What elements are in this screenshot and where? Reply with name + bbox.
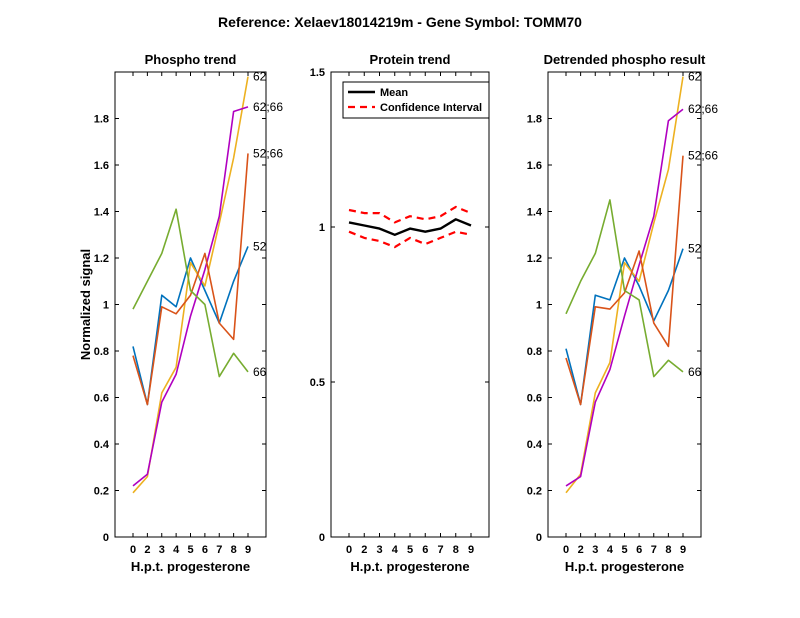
x-tick-label: 2 [361,544,367,556]
y-tick-label: 1.8 [94,114,109,126]
y-tick-label: 1.4 [94,207,110,219]
legend-box [342,81,490,119]
x-tick-label: 6 [422,544,428,556]
series-line-62-66 [132,106,249,487]
x-tick-label: 9 [245,544,251,556]
x-tick-label: 0 [130,544,136,556]
series-line-52-66 [132,153,249,406]
x-tick-label: 7 [651,544,657,556]
y-tick-label: 1.6 [94,160,109,172]
axes-box [114,71,267,538]
axes-box [330,71,490,538]
y-tick-label: 1 [319,222,325,234]
x-tick-label: 8 [453,544,459,556]
x-tick-label: 5 [407,544,413,556]
series-line-confidence-interval-upper [348,205,472,224]
x-tick-label: 3 [592,544,598,556]
series-line-confidence-interval-lower [348,230,472,249]
chart-title: Protein trend [370,52,451,67]
y-tick-label: 0.8 [527,346,542,358]
legend-label-confidence-interval: Confidence Interval [380,102,482,114]
y-tick-label: 1.5 [310,67,325,79]
series-line-62 [132,76,249,494]
series-end-label: 62 [688,70,702,84]
legend: Mean Confidence Interval [342,81,490,119]
x-tick-label: 5 [187,544,193,556]
y-tick-label: 0.6 [94,393,109,405]
y-axis-label: Normalized signal [78,249,93,360]
x-tick-label: 9 [468,544,474,556]
x-tick-label: 2 [144,544,150,556]
x-tick-label: 7 [216,544,222,556]
y-tick-label: 1 [536,300,542,312]
y-tick-label: 0.6 [527,393,542,405]
x-axis-label: H.p.t. progesterone [350,559,469,574]
series-line-62-66 [565,108,684,487]
x-tick-label: 0 [563,544,569,556]
x-tick-label: 6 [636,544,642,556]
x-tick-label: 4 [392,544,399,556]
series-end-label: 52;66 [253,146,283,160]
series-end-label: 52 [688,242,702,256]
y-tick-label: 0.4 [94,439,110,451]
series-end-label: 52;66 [688,149,718,163]
x-tick-label: 5 [621,544,627,556]
legend-label-mean: Mean [380,87,408,99]
y-tick-label: 0.8 [94,346,109,358]
x-axis-label: H.p.t. progesterone [565,559,684,574]
x-tick-label: 8 [231,544,237,556]
y-tick-label: 1.4 [527,207,543,219]
x-tick-label: 2 [578,544,584,556]
x-tick-label: 9 [680,544,686,556]
y-tick-label: 0 [319,532,325,544]
y-tick-label: 0.5 [310,377,325,389]
series-end-label: 62;66 [688,102,718,116]
x-tick-label: 6 [202,544,208,556]
y-tick-label: 0 [103,532,109,544]
y-tick-label: 1.2 [527,253,542,265]
figure-title: Reference: Xelaev18014219m - Gene Symbol… [218,14,582,30]
x-tick-label: 4 [173,544,180,556]
series-line-52-66 [565,155,684,406]
y-tick-label: 1.6 [527,160,542,172]
chart-title: Phospho trend [145,52,237,67]
x-tick-label: 8 [665,544,671,556]
series-line-66 [132,208,249,378]
series-end-label: 52 [253,239,267,253]
series-line-66 [565,199,684,378]
y-tick-label: 0.4 [527,439,543,451]
series-end-label: 62 [253,70,267,84]
series-end-label: 66 [253,365,267,379]
y-tick-label: 0.2 [527,486,542,498]
chart-title: Detrended phospho result [544,52,706,67]
x-tick-label: 3 [159,544,165,556]
x-tick-label: 4 [607,544,614,556]
series-end-label: 62;66 [253,100,283,114]
x-tick-label: 3 [376,544,382,556]
y-tick-label: 1.2 [94,253,109,265]
x-axis-label: H.p.t. progesterone [131,559,250,574]
y-tick-label: 0 [536,532,542,544]
y-tick-label: 1 [103,300,109,312]
series-line-mean [348,218,472,237]
y-tick-label: 0.2 [94,486,109,498]
series-line-62 [565,76,684,494]
x-tick-label: 7 [437,544,443,556]
x-tick-label: 0 [346,544,352,556]
series-end-label: 66 [688,365,702,379]
y-tick-label: 1.8 [527,114,542,126]
